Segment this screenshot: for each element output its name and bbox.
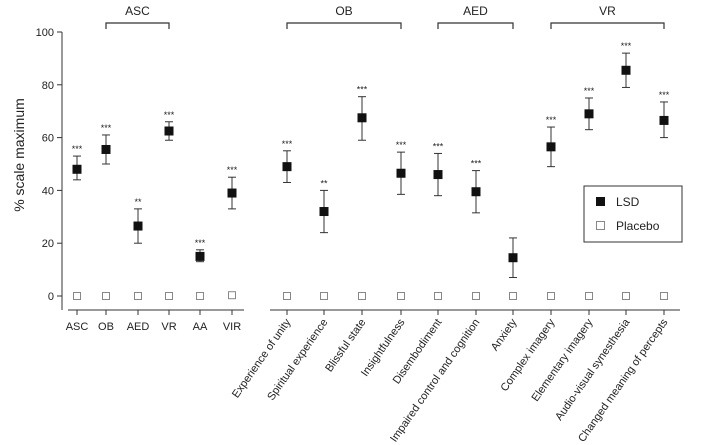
group-label: ASC bbox=[125, 4, 150, 18]
significance-label: *** bbox=[659, 90, 670, 100]
placebo-point bbox=[165, 292, 173, 300]
group-label: VR bbox=[599, 4, 616, 18]
significance-label: *** bbox=[546, 115, 557, 125]
placebo-point bbox=[320, 292, 328, 300]
category-label: OB bbox=[98, 321, 114, 333]
group-bracket bbox=[105, 22, 170, 29]
lsd-point bbox=[282, 162, 292, 172]
significance-label: *** bbox=[396, 140, 407, 150]
placebo-point bbox=[434, 292, 442, 300]
lsd-point bbox=[396, 168, 406, 178]
significance-label: *** bbox=[433, 141, 444, 151]
placebo-point bbox=[585, 292, 593, 300]
y-tick-label: 80 bbox=[42, 80, 54, 92]
group-bracket bbox=[286, 22, 402, 29]
significance-label: *** bbox=[282, 139, 293, 149]
group-label: AED bbox=[463, 4, 488, 18]
marks: **************************** ************… bbox=[72, 41, 670, 300]
group-label: OB bbox=[335, 4, 352, 18]
category-label: Audio-visual synesthesia bbox=[553, 316, 633, 423]
lsd-point bbox=[471, 187, 481, 197]
placebo-point bbox=[509, 292, 517, 300]
placebo-point bbox=[358, 292, 366, 300]
placebo-point bbox=[622, 292, 630, 300]
significance-label: *** bbox=[584, 86, 595, 96]
lsd-point bbox=[357, 113, 367, 123]
lsd-point bbox=[227, 188, 237, 198]
y-tick-label: 100 bbox=[36, 27, 54, 39]
legend-placebo-marker bbox=[596, 221, 605, 230]
significance-label: ** bbox=[320, 178, 328, 188]
placebo-point bbox=[134, 292, 142, 300]
legend-placebo-label: Placebo bbox=[616, 219, 660, 233]
lsd-point bbox=[164, 126, 174, 136]
y-axis-label: % scale maximum bbox=[11, 98, 27, 212]
significance-label: *** bbox=[227, 165, 238, 175]
lsd-point bbox=[659, 115, 669, 125]
category-label: ASC bbox=[66, 321, 89, 333]
lsd-point bbox=[101, 144, 111, 154]
placebo-point bbox=[547, 292, 555, 300]
group-bracket bbox=[550, 22, 665, 29]
placebo-point bbox=[283, 292, 291, 300]
legend: LSD Placebo bbox=[583, 185, 683, 243]
lsd-point bbox=[433, 170, 443, 180]
lsd-point bbox=[546, 142, 556, 152]
lsd-point bbox=[621, 65, 631, 75]
placebo-point bbox=[472, 292, 480, 300]
placebo-point bbox=[102, 292, 110, 300]
lsd-point bbox=[195, 251, 205, 261]
category-label: AA bbox=[193, 321, 208, 333]
lsd-point bbox=[319, 207, 329, 217]
placebo-point bbox=[196, 292, 204, 300]
significance-label: *** bbox=[101, 123, 112, 133]
category-label: VR bbox=[161, 321, 176, 333]
significance-label: *** bbox=[72, 144, 83, 154]
placebo-point bbox=[397, 292, 405, 300]
group-bracket bbox=[437, 22, 514, 29]
category-label: Blissful state bbox=[323, 317, 368, 374]
lsd-point bbox=[133, 221, 143, 231]
significance-label: *** bbox=[195, 238, 206, 248]
lsd-point bbox=[72, 164, 82, 174]
y-tick-label: 40 bbox=[42, 185, 54, 197]
y-tick-label: 0 bbox=[48, 291, 54, 303]
category-label: VIR bbox=[223, 321, 241, 333]
placebo-point bbox=[660, 292, 668, 300]
legend-box bbox=[583, 185, 683, 243]
legend-lsd-marker bbox=[596, 197, 605, 206]
significance-label: *** bbox=[164, 110, 175, 120]
significance-label: *** bbox=[621, 41, 632, 51]
lsd-point bbox=[584, 109, 594, 119]
y-tick-label: 60 bbox=[42, 133, 54, 145]
placebo-point bbox=[73, 292, 81, 300]
category-label: Anxiety bbox=[489, 316, 520, 353]
significance-label: ** bbox=[134, 197, 142, 207]
lsd-point bbox=[508, 253, 518, 263]
placebo-point bbox=[228, 291, 236, 300]
y-tick-label: 20 bbox=[42, 238, 54, 250]
significance-label: *** bbox=[357, 85, 368, 95]
category-label: AED bbox=[127, 321, 150, 333]
legend-lsd-label: LSD bbox=[616, 195, 640, 209]
significance-label: *** bbox=[471, 159, 482, 169]
